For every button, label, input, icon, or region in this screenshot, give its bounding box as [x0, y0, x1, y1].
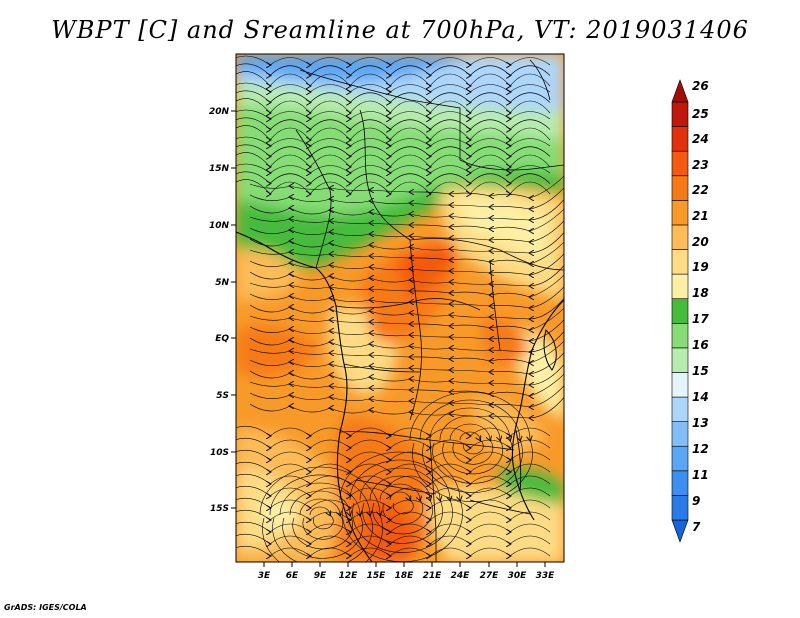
lat-label-eq: EQ	[215, 334, 229, 344]
streamline	[236, 136, 551, 146]
cb-label-24: 24	[692, 132, 709, 146]
chart-title: WBPT [C] and Sreamline at 700hPa, VT: 20…	[51, 16, 749, 44]
streamline	[236, 152, 551, 167]
cb-label-26: 26	[692, 79, 709, 93]
colorbar-segment	[671, 495, 689, 521]
streamline	[236, 55, 551, 65]
cb-label-11: 11	[692, 468, 709, 482]
streamline	[389, 491, 414, 515]
streamline	[236, 109, 551, 119]
colorbar-segment	[671, 396, 689, 422]
lat-label-5s: 5S	[216, 391, 229, 401]
streamline	[236, 521, 551, 532]
colorbar-segment	[671, 224, 689, 250]
cb-label-18: 18	[692, 286, 709, 300]
cb-label-12: 12	[692, 442, 709, 456]
streamline	[236, 125, 551, 140]
colorbar-segment	[671, 273, 689, 300]
lat-label-5n: 5N	[215, 278, 229, 288]
streamlines	[236, 55, 564, 562]
cb-label-22: 22	[692, 183, 709, 197]
streamline	[236, 425, 551, 436]
colorbar-segment	[671, 372, 689, 398]
lon-label-30e: 30E	[508, 571, 528, 581]
cb-label-14: 14	[692, 390, 709, 404]
lat-axis: 20N 15N 10N 5N EQ 5S 10S 15S	[209, 107, 236, 514]
cb-label-7: 7	[692, 520, 701, 534]
streamline	[249, 397, 564, 418]
streamline	[236, 497, 551, 508]
cb-label-13: 13	[692, 416, 709, 430]
lat-label-15s: 15S	[210, 504, 229, 514]
streamline	[236, 473, 551, 484]
streamline	[236, 144, 551, 157]
lon-label-9e: 9E	[314, 571, 327, 581]
colorbar-segment	[671, 322, 689, 349]
lake-tanganyika	[515, 429, 522, 493]
streamline	[236, 533, 551, 544]
lon-label-3e: 3E	[258, 571, 271, 581]
lon-label-33e: 33E	[536, 571, 556, 581]
lat-label-20n: 20N	[209, 107, 230, 117]
cb-label-23: 23	[692, 158, 709, 172]
cb-label-20: 20	[692, 235, 709, 249]
streamline	[236, 90, 551, 103]
map-area	[236, 54, 564, 562]
cb-label-19: 19	[692, 260, 709, 274]
streamline	[236, 485, 551, 496]
colorbar-segment	[671, 421, 689, 447]
streamline	[236, 437, 551, 448]
colorbar-segment	[671, 298, 689, 324]
streamline	[236, 71, 551, 86]
streamline	[236, 82, 551, 92]
lat-label-15n: 15N	[209, 164, 230, 174]
lon-label-24e: 24E	[451, 571, 471, 581]
streamline	[236, 461, 551, 472]
colorbar-segment	[671, 347, 689, 373]
lat-label-10s: 10S	[210, 448, 229, 458]
streamline	[236, 449, 551, 460]
colorbar-segment	[671, 150, 689, 177]
colorbar-segment	[671, 200, 689, 226]
streamline	[236, 98, 551, 113]
lon-label-15e: 15E	[367, 571, 387, 581]
colorbar-segment	[671, 175, 689, 201]
streamline	[236, 163, 551, 173]
colorbar-segment	[671, 101, 689, 127]
cb-label-21: 21	[692, 209, 709, 223]
lon-label-21e: 21E	[423, 571, 443, 581]
colorbar-segment	[671, 249, 689, 275]
lon-axis: 3E 6E 9E 12E 15E 18E 21E 24E 27E 30E 33E	[258, 562, 555, 581]
cb-label-25: 25	[692, 107, 709, 121]
cb-label-16: 16	[692, 338, 709, 352]
streamline	[236, 117, 551, 130]
streamline	[236, 509, 551, 520]
colorbar	[671, 79, 689, 543]
streamline	[236, 545, 551, 556]
lon-label-6e: 6E	[286, 571, 299, 581]
colorbar-segment	[671, 470, 689, 496]
colorbar-segment	[671, 519, 689, 543]
streamline	[236, 63, 551, 76]
colorbar-segment	[671, 126, 689, 152]
lat-label-10n: 10N	[209, 221, 230, 231]
map-frame	[235, 53, 565, 563]
colorbar-segment	[671, 445, 689, 472]
lake-victoria	[543, 329, 557, 371]
lon-label-18e: 18E	[395, 571, 415, 581]
credit-text: GrADS: IGES/COLA	[4, 603, 87, 612]
lon-label-27e: 27E	[480, 571, 500, 581]
colorbar-labels: 26 25 24 23 22 21 20 19 18 17 16 15 14 1…	[692, 79, 709, 534]
cb-label-17: 17	[692, 312, 709, 326]
cb-label-9: 9	[692, 494, 700, 508]
lon-label-12e: 12E	[339, 571, 359, 581]
streamline	[409, 391, 533, 502]
colorbar-segment	[671, 79, 689, 103]
streamline	[459, 431, 484, 455]
streamline	[429, 407, 513, 484]
cb-label-15: 15	[692, 364, 709, 378]
